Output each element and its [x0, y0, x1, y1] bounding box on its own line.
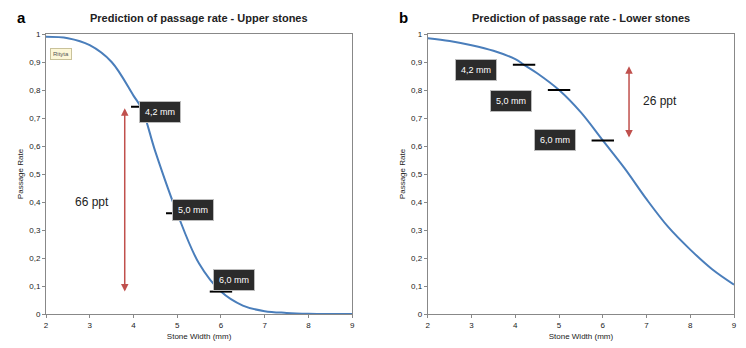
svg-text:6,0 mm: 6,0 mm [540, 135, 570, 145]
svg-text:0,9: 0,9 [411, 58, 423, 67]
svg-text:26 ppt: 26 ppt [643, 94, 677, 108]
svg-text:66 ppt: 66 ppt [75, 195, 109, 209]
svg-text:Stone Width (mm): Stone Width (mm) [549, 332, 614, 341]
svg-text:b: b [399, 9, 408, 26]
svg-text:2: 2 [44, 321, 49, 330]
svg-text:3: 3 [469, 321, 474, 330]
svg-text:Rityta: Rityta [53, 51, 69, 57]
svg-text:4,2 mm: 4,2 mm [461, 65, 491, 75]
svg-text:0,6: 0,6 [29, 142, 41, 151]
svg-text:6: 6 [601, 321, 606, 330]
svg-text:5,0 mm: 5,0 mm [496, 96, 526, 106]
svg-text:Passage Rate: Passage Rate [398, 148, 407, 199]
svg-text:4: 4 [131, 321, 136, 330]
svg-text:7: 7 [644, 321, 649, 330]
svg-text:1: 1 [418, 30, 423, 39]
svg-text:0: 0 [36, 310, 41, 319]
svg-text:0,3: 0,3 [29, 226, 41, 235]
svg-text:0,3: 0,3 [411, 226, 423, 235]
svg-text:0,8: 0,8 [29, 86, 41, 95]
svg-text:Prediction of passage rate - L: Prediction of passage rate - Lower stone… [472, 12, 690, 24]
svg-text:1: 1 [36, 30, 41, 39]
svg-text:5: 5 [175, 321, 180, 330]
svg-text:0,2: 0,2 [411, 254, 423, 263]
svg-text:0,1: 0,1 [29, 282, 41, 291]
svg-text:9: 9 [350, 321, 355, 330]
svg-text:5,0 mm: 5,0 mm [178, 205, 208, 215]
svg-text:Stone Width (mm): Stone Width (mm) [167, 332, 232, 341]
svg-text:7: 7 [262, 321, 267, 330]
svg-text:0,4: 0,4 [29, 198, 41, 207]
svg-text:0,7: 0,7 [29, 114, 41, 123]
svg-text:8: 8 [688, 321, 693, 330]
svg-text:4: 4 [513, 321, 518, 330]
svg-text:0,4: 0,4 [411, 198, 423, 207]
svg-text:0,7: 0,7 [411, 114, 423, 123]
svg-text:0,5: 0,5 [411, 170, 423, 179]
svg-text:0,6: 0,6 [411, 142, 423, 151]
svg-text:0,2: 0,2 [29, 254, 41, 263]
svg-text:5: 5 [557, 321, 562, 330]
svg-text:8: 8 [306, 321, 311, 330]
svg-text:2: 2 [426, 321, 431, 330]
svg-text:4,2 mm: 4,2 mm [145, 107, 175, 117]
svg-text:0,9: 0,9 [29, 58, 41, 67]
svg-text:0,8: 0,8 [411, 86, 423, 95]
svg-text:0: 0 [418, 310, 423, 319]
svg-text:6: 6 [219, 321, 224, 330]
svg-text:a: a [17, 9, 26, 26]
svg-text:6,0 mm: 6,0 mm [219, 275, 249, 285]
svg-text:Prediction of passage rate - U: Prediction of passage rate - Upper stone… [90, 12, 308, 24]
svg-text:0,1: 0,1 [411, 282, 423, 291]
svg-text:Passage Rate: Passage Rate [16, 148, 25, 199]
svg-text:9: 9 [732, 321, 737, 330]
svg-text:3: 3 [88, 321, 93, 330]
svg-text:0,5: 0,5 [29, 170, 41, 179]
